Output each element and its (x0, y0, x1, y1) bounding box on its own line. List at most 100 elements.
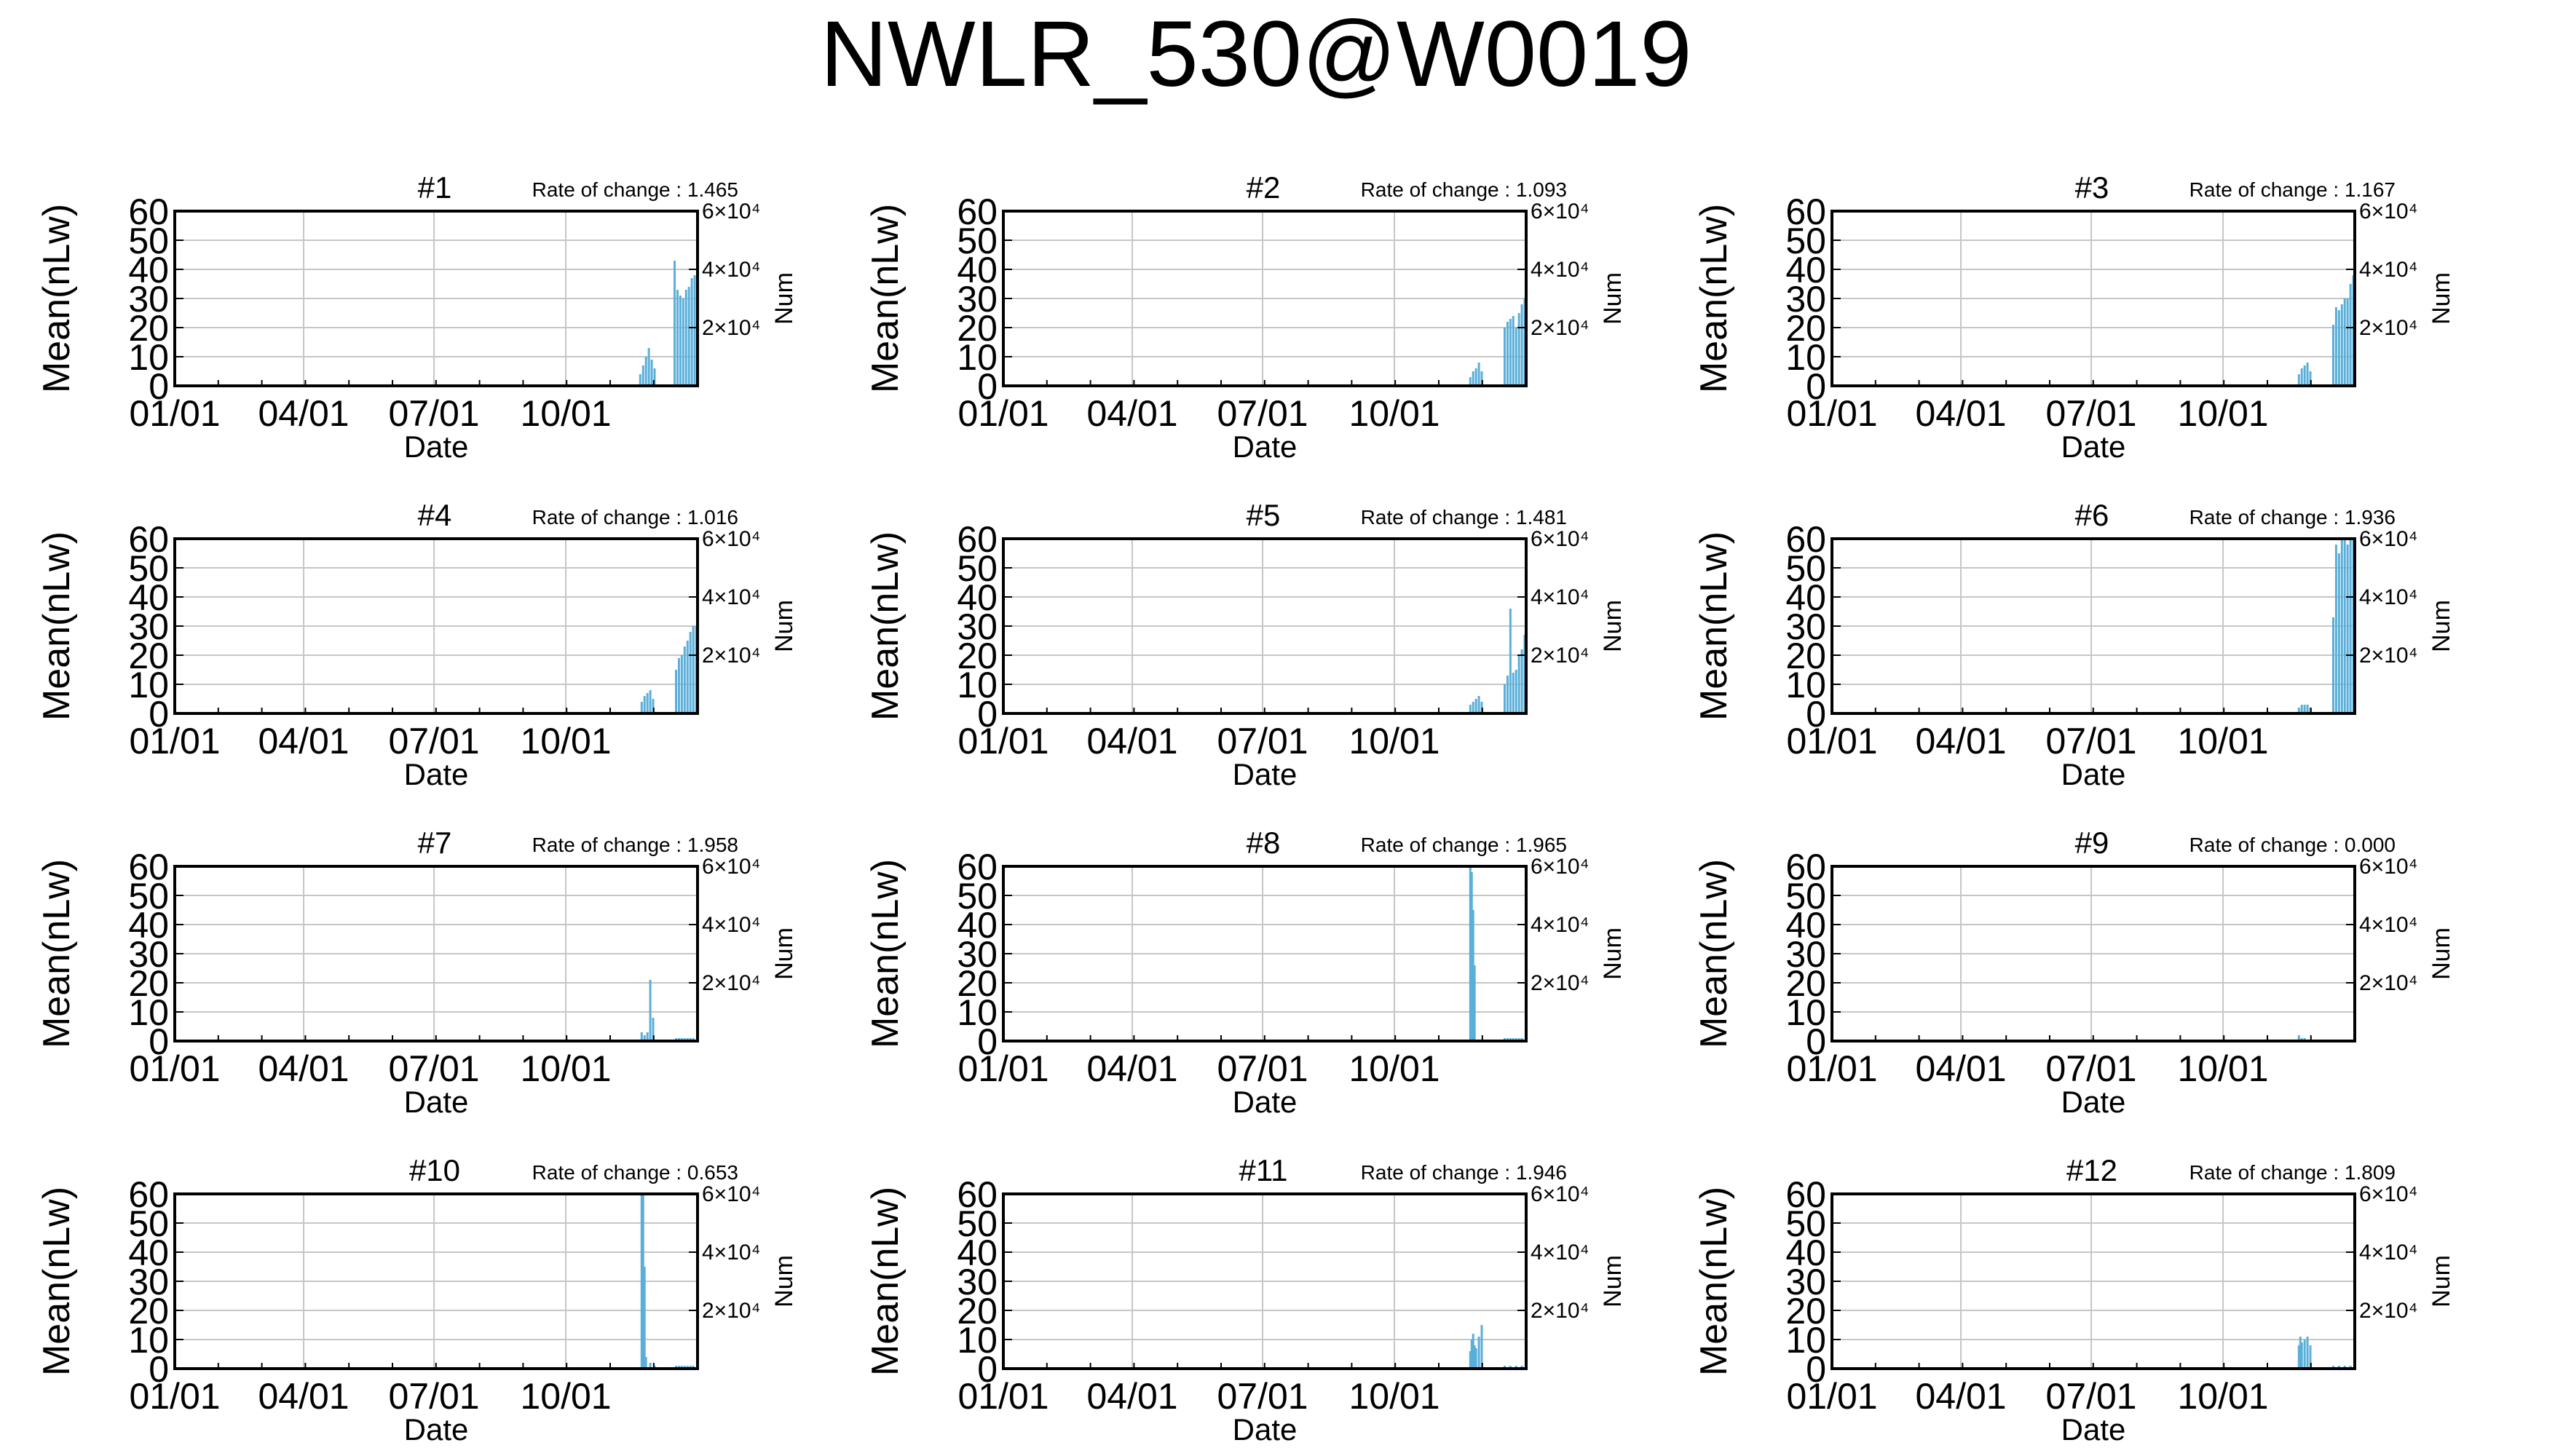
x-tick-label: 10/01 (2177, 393, 2268, 434)
y2-axis-label: Num (1599, 1255, 1627, 1307)
x-axis-label: Date (2061, 1085, 2126, 1119)
y-tick-label: 10 (1785, 992, 1826, 1033)
y2-tick-label: 2×10⁴ (1531, 971, 1589, 995)
y-axis-label: Mean(nLw) (864, 204, 907, 393)
panel-title: #11 (1239, 1153, 1288, 1187)
y-tick-label: 0 (149, 366, 169, 407)
y2-tick-label: 6×10⁴ (702, 527, 760, 551)
x-axis-label: Date (1233, 1412, 1298, 1447)
y-tick-label: 30 (128, 279, 169, 320)
y2-tick-label: 6×10⁴ (1531, 855, 1589, 879)
panel-title: #2 (1247, 170, 1281, 205)
panel-title: #4 (418, 498, 452, 532)
y-tick-label: 0 (149, 1349, 169, 1390)
y2-tick-label: 2×10⁴ (702, 644, 760, 668)
y-tick-label: 10 (1785, 337, 1826, 378)
panel-title: #6 (2075, 498, 2109, 532)
y-tick-label: 20 (1785, 308, 1826, 349)
y-tick-label: 30 (1785, 606, 1826, 647)
y-tick-label: 60 (128, 191, 169, 232)
x-tick-label: 10/01 (2177, 1048, 2268, 1089)
y2-tick-label: 4×10⁴ (1531, 258, 1589, 282)
y-axis-label: Mean(nLw) (1693, 531, 1735, 721)
y-tick-label: 20 (957, 963, 998, 1004)
x-tick-label: 10/01 (520, 721, 611, 761)
x-tick-label: 10/01 (520, 1048, 611, 1089)
x-tick-label: 01/01 (129, 1048, 220, 1089)
y-tick-label: 20 (1785, 636, 1826, 676)
y-tick-label: 20 (1785, 963, 1826, 1004)
x-tick-label: 07/01 (1217, 721, 1308, 761)
y-tick-label: 10 (1785, 1320, 1826, 1361)
x-axis-label: Date (404, 1412, 469, 1447)
y2-tick-label: 2×10⁴ (702, 971, 760, 995)
y-axis-label: Mean(nLw) (864, 1187, 907, 1376)
x-tick-label: 01/01 (129, 1376, 220, 1417)
panel-title: #5 (1247, 498, 1281, 532)
y-tick-label: 10 (1785, 665, 1826, 705)
y2-tick-label: 2×10⁴ (1531, 1299, 1589, 1323)
y-tick-label: 40 (1785, 577, 1826, 618)
panel-title: #3 (2075, 170, 2109, 205)
y-tick-label: 30 (1785, 934, 1826, 975)
x-tick-label: 07/01 (2045, 721, 2136, 761)
x-tick-label: 10/01 (2177, 721, 2268, 761)
x-tick-label: 10/01 (520, 1376, 611, 1417)
y-tick-label: 20 (128, 963, 169, 1004)
x-tick-label: 07/01 (388, 1048, 479, 1089)
y-tick-label: 50 (128, 548, 169, 589)
x-tick-label: 01/01 (957, 1376, 1049, 1417)
y-tick-label: 60 (1785, 1174, 1826, 1215)
y-tick-label: 30 (128, 606, 169, 647)
y2-tick-label: 6×10⁴ (1531, 199, 1589, 223)
y-tick-label: 40 (957, 577, 998, 618)
y-tick-label: 60 (1785, 847, 1826, 887)
y-tick-label: 50 (957, 876, 998, 917)
y2-tick-label: 4×10⁴ (1531, 585, 1589, 609)
x-tick-label: 07/01 (2045, 393, 2136, 434)
y-tick-label: 20 (957, 1291, 998, 1332)
y-tick-label: 40 (957, 905, 998, 946)
x-axis-label: Date (404, 757, 469, 791)
y-tick-label: 10 (128, 337, 169, 378)
x-tick-label: 01/01 (957, 393, 1049, 434)
rate-of-change: Rate of change : 1.093 (1361, 178, 1567, 201)
y2-tick-label: 6×10⁴ (2359, 1182, 2417, 1206)
x-tick-label: 01/01 (957, 1048, 1049, 1089)
y-axis-label: Mean(nLw) (1693, 204, 1735, 393)
panel-title: #1 (418, 170, 452, 205)
y-tick-label: 10 (128, 992, 169, 1033)
x-tick-label: 01/01 (1786, 1376, 1877, 1417)
y-tick-label: 10 (957, 992, 998, 1033)
y2-axis-label: Num (770, 272, 798, 325)
y-tick-label: 20 (128, 308, 169, 349)
panel-title: #10 (409, 1153, 460, 1187)
y2-axis-label: Num (2428, 272, 2455, 325)
rate-of-change: Rate of change : 1.809 (2189, 1161, 2396, 1184)
y2-axis-label: Num (1599, 600, 1627, 652)
rate-of-change: Rate of change : 1.481 (1361, 506, 1567, 529)
y-tick-label: 20 (957, 308, 998, 349)
x-axis-label: Date (404, 430, 469, 464)
x-tick-label: 04/01 (1086, 721, 1177, 761)
y-axis-label: Mean(nLw) (36, 1187, 78, 1376)
y2-axis-label: Num (770, 600, 798, 652)
y-tick-label: 30 (957, 1262, 998, 1302)
y-tick-label: 60 (957, 847, 998, 887)
x-tick-label: 04/01 (1915, 721, 2006, 761)
x-tick-label: 07/01 (1217, 393, 1308, 434)
y2-tick-label: 2×10⁴ (702, 316, 760, 340)
y-tick-label: 60 (957, 191, 998, 232)
rate-of-change: Rate of change : 0.000 (2189, 834, 2396, 856)
x-axis-label: Date (2061, 430, 2126, 464)
y-tick-label: 30 (957, 279, 998, 320)
y2-tick-label: 4×10⁴ (2359, 913, 2417, 937)
x-tick-label: 04/01 (258, 721, 349, 761)
panel-title: #8 (1247, 826, 1281, 860)
